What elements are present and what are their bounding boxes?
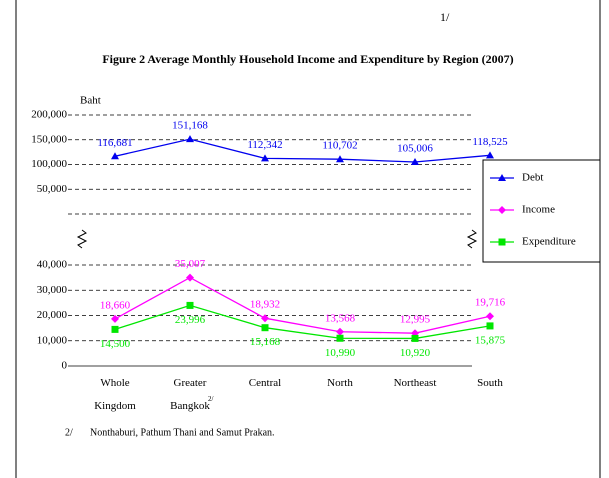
marker (486, 312, 494, 321)
value-label: 13,568 (325, 312, 356, 324)
y-tick-label: 20,000 (37, 309, 68, 321)
x-tick-label: South (477, 377, 503, 389)
footnote-mark: 2/ (65, 427, 73, 438)
category-note: 2/ (208, 395, 214, 403)
value-label: 110,702 (322, 140, 357, 152)
x-tick-label: Greater Bangkok (170, 377, 210, 412)
marker (411, 334, 419, 342)
value-label: 12,995 (400, 314, 431, 326)
series-line (114, 138, 491, 163)
value-label: 10,920 (400, 347, 431, 359)
legend-label: Income (522, 204, 555, 216)
value-label: 18,932 (250, 299, 280, 311)
y-tick-label: 40,000 (37, 259, 68, 271)
y-tick-label: 100,000 (31, 158, 67, 170)
marker (111, 152, 119, 160)
marker (336, 155, 344, 163)
value-label: 112,342 (247, 139, 282, 151)
y-axis-label: Baht (80, 95, 101, 107)
value-label: 118,525 (472, 136, 508, 148)
legend-label: Debt (522, 172, 543, 184)
marker (486, 151, 494, 159)
axis-break (76, 229, 88, 249)
x-tick-label: Northeast (393, 377, 437, 389)
value-label: 23,996 (175, 314, 206, 326)
marker (498, 238, 506, 246)
marker (111, 314, 119, 323)
marker (498, 206, 506, 214)
value-label: 15,875 (475, 334, 506, 346)
value-label: 151,168 (172, 120, 208, 132)
y-tick-label: 150,000 (31, 133, 67, 145)
marker (261, 154, 269, 162)
marker (498, 174, 506, 181)
marker (186, 301, 194, 309)
y-tick-label: 0 (62, 360, 68, 372)
y-tick-label: 200,000 (31, 109, 67, 121)
y-tick-label: 30,000 (37, 284, 68, 296)
value-label: 15,168 (250, 336, 281, 348)
value-label: 35,007 (175, 258, 206, 270)
chart-title: Figure 2 Average Monthly Household Incom… (102, 52, 513, 66)
marker (336, 327, 344, 336)
marker (186, 273, 194, 282)
marker (411, 158, 419, 166)
x-tick-label: Whole Kingdom (94, 377, 136, 412)
x-tick-label: Central (248, 377, 282, 389)
marker (111, 325, 119, 333)
page-mark: 1/ (440, 10, 450, 24)
series-line (114, 276, 491, 334)
value-label: 14,500 (100, 338, 131, 350)
marker (186, 135, 194, 143)
footnote: Nonthaburi, Pathum Thani and Samut Praka… (90, 427, 275, 438)
marker (486, 322, 494, 330)
value-label: 116,681 (97, 137, 132, 149)
value-label: 19,716 (475, 297, 506, 309)
marker (261, 314, 269, 323)
y-tick-label: 50,000 (37, 183, 68, 195)
legend-label: Expenditure (522, 236, 576, 248)
marker (261, 324, 269, 332)
x-tick-label: North (327, 377, 353, 389)
value-label: 18,660 (100, 299, 131, 311)
y-tick-label: 10,000 (37, 334, 68, 346)
marker (336, 334, 344, 342)
value-label: 105,006 (397, 143, 433, 155)
series-line (114, 304, 491, 340)
axis-break (466, 229, 478, 249)
value-label: 10,990 (325, 347, 356, 359)
